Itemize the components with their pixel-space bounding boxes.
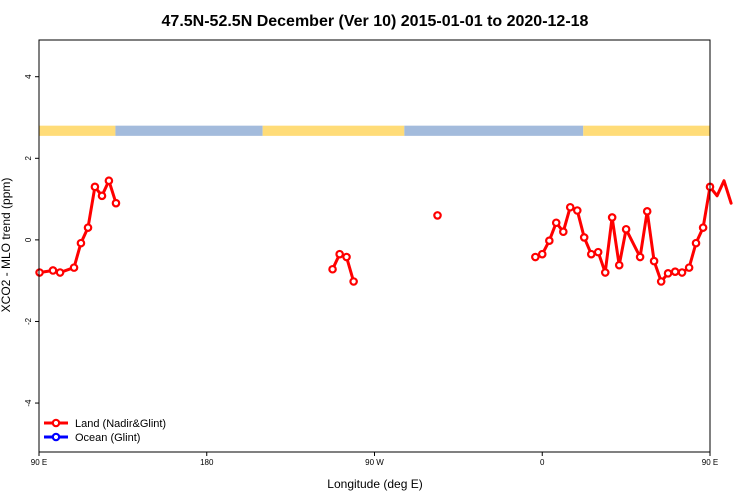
data-point [663,269,673,278]
legend-marker [51,418,61,428]
x-axis: 90 E 180 90 W 0 90 E [31,452,718,467]
series-line-0-3 [533,179,733,283]
data-point [537,249,547,259]
data-point [649,256,659,266]
data-point [328,264,337,274]
data-point [670,267,680,276]
y-tick-label: 4 [24,74,33,79]
data-point [600,268,610,277]
data-point [76,238,86,248]
data-point [97,191,107,201]
surface-band-segment-ocean [115,125,263,136]
data-point [69,263,79,272]
data-point [684,263,694,272]
data-point [48,266,58,275]
x-axis-label: Longitude (deg E) [327,477,422,491]
data-point [656,277,666,286]
data-point [35,268,44,277]
x-tick-label: 90 E [702,458,718,467]
y-tick-label: 2 [24,156,33,161]
x-tick-label: 90 W [365,458,384,467]
legend-marker [51,432,61,442]
data-point [342,252,351,262]
data-point [531,252,540,262]
surface-band-segment-land [262,125,405,136]
legend: Land (Nadir&Glint) Ocean (Glint) [44,418,166,444]
data-point [565,202,575,212]
data-point [586,249,596,259]
data-point [607,213,617,222]
data-point [677,268,687,277]
data-point [545,236,554,245]
surface-band-segment-ocean [404,125,584,136]
legend-label: Ocean (Glint) [75,432,140,444]
data-point [111,198,121,208]
data-point [104,176,114,186]
chart-title: 47.5N-52.5N December (Ver 10) 2015-01-01… [162,13,589,30]
data-point [349,277,358,286]
surface-band-segment-land [39,125,116,136]
data-point [635,252,645,262]
data-point [83,223,93,232]
data-point [90,182,100,192]
data-point [572,206,582,215]
surface-band-segment-land [583,125,710,136]
data-point [642,207,652,216]
x-tick-label: 180 [200,458,214,467]
data-point [551,218,561,228]
data-point [614,260,624,270]
x-tick-label: 0 [540,458,545,467]
data-point [559,227,568,237]
series-layer [35,176,733,286]
data-point [698,223,708,232]
data-point [335,249,344,259]
data-point [593,247,603,257]
legend-label: Land (Nadir&Glint) [75,418,166,430]
x-tick-label: 90 E [31,458,47,467]
y-tick-label: 0 [24,237,33,242]
data-point [621,224,631,234]
data-point [55,268,65,277]
data-point [691,238,701,248]
y-axis-label: XCO2 - MLO trend (ppm) [0,178,13,313]
data-point [579,233,589,242]
surface-band [39,125,710,136]
y-tick-label: -2 [24,317,33,325]
y-tick-label: -4 [24,399,33,407]
y-axis: 4 2 0 -2 -4 [24,74,39,407]
data-point [433,211,442,220]
